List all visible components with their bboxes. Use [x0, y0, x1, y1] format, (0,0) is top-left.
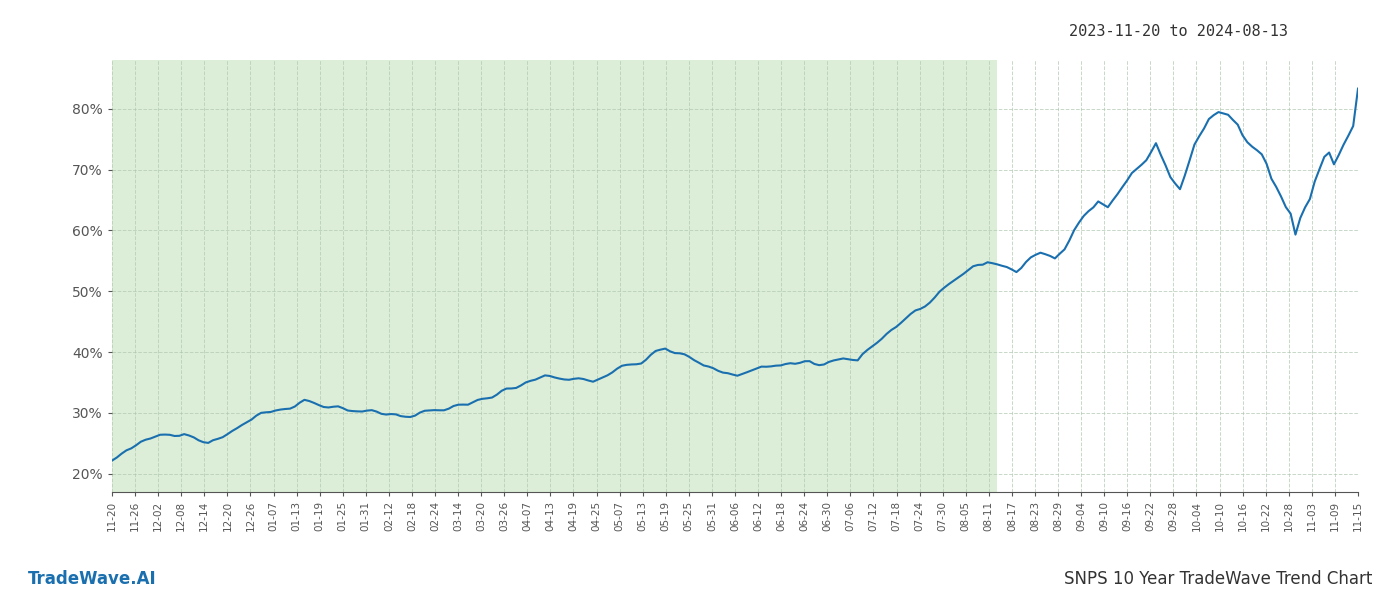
- Text: TradeWave.AI: TradeWave.AI: [28, 570, 157, 588]
- Text: SNPS 10 Year TradeWave Trend Chart: SNPS 10 Year TradeWave Trend Chart: [1064, 570, 1372, 588]
- Text: 2023-11-20 to 2024-08-13: 2023-11-20 to 2024-08-13: [1070, 24, 1288, 39]
- Bar: [112, 60, 997, 492]
